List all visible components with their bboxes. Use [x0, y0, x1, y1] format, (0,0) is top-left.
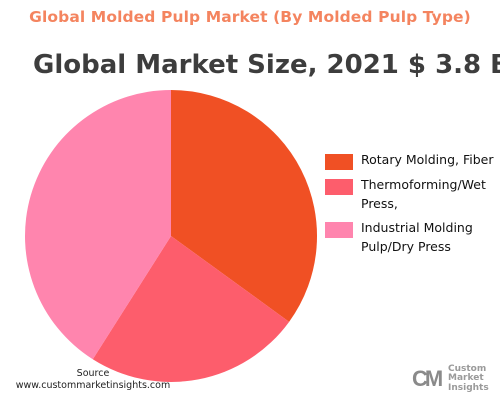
legend-swatch — [325, 222, 353, 238]
chart-title: Global Molded Pulp Market (By Molded Pul… — [29, 8, 471, 26]
logo-mark: CM — [412, 366, 443, 391]
logo-line: Market — [448, 373, 484, 384]
source-url: www.custommarketinsights.com — [15, 380, 171, 391]
pie-slice-2 — [25, 90, 171, 360]
source-label: Source — [76, 368, 110, 379]
legend-item-rotary-molding: Rotary Molding, Fiber — [325, 150, 495, 170]
legend-item-thermoforming: Thermoforming/Wet Press, — [325, 175, 495, 213]
pie-slice-0 — [171, 90, 318, 322]
legend-swatch — [325, 154, 353, 170]
legend-label: Thermoforming/Wet Press, — [361, 177, 486, 211]
company-logo: CM Custom Market Insights — [412, 364, 489, 394]
legend-item-industrial-molding: Industrial Molding Pulp/Dry Press — [325, 218, 495, 256]
chart-subtitle: Global Market Size, 2021 $ 3.8 B — [33, 50, 500, 80]
logo-line: Insights — [448, 382, 489, 393]
legend-swatch — [325, 179, 353, 195]
legend-label: Industrial Molding Pulp/Dry Press — [361, 220, 473, 254]
pie-slice-1 — [92, 236, 290, 383]
logo-line: Custom — [448, 363, 487, 374]
source-note: Source www.custommarketinsights.com — [13, 368, 173, 392]
chart-legend: Rotary Molding, Fiber Thermoforming/Wet … — [325, 150, 495, 261]
logo-text: Custom Market Insights — [448, 363, 489, 394]
legend-label: Rotary Molding, Fiber — [361, 152, 494, 167]
